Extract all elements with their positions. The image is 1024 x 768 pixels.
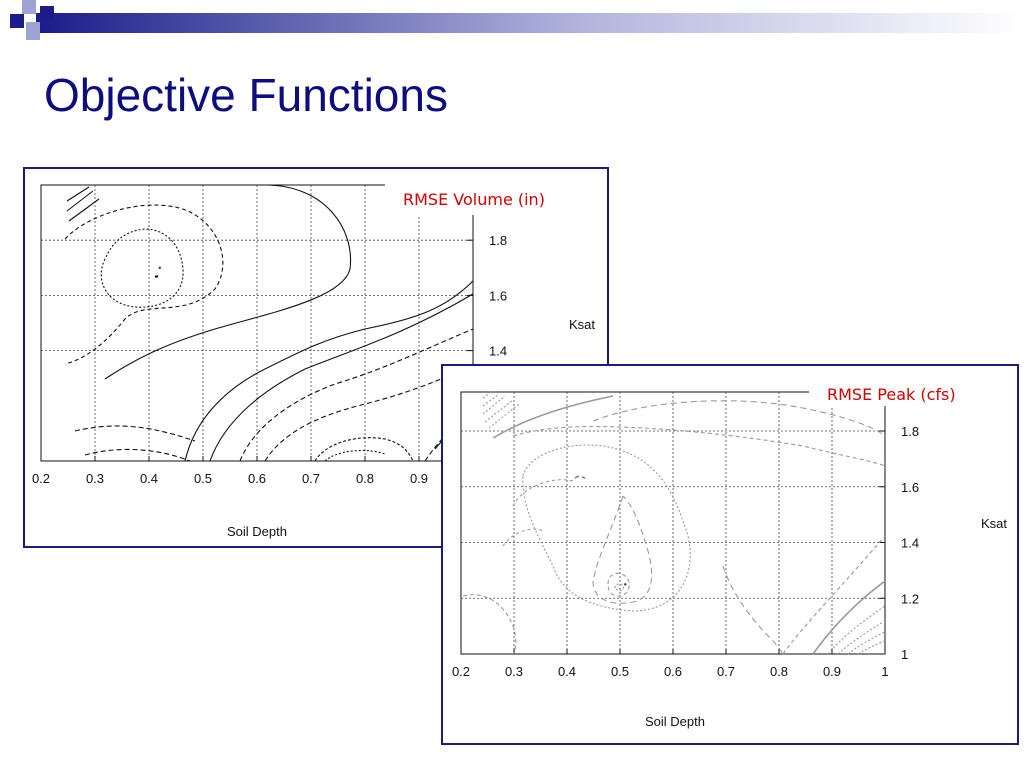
contour-line	[522, 444, 691, 612]
corner-bar	[36, 13, 1024, 33]
y-tick-label: 1.8	[901, 424, 919, 439]
contour-line	[66, 190, 94, 212]
contour-line	[462, 594, 517, 655]
contour-line	[64, 204, 224, 365]
axis-ticks: 0.2 0.3 0.4 0.5 0.6 0.7 0.8 0.9 1.8 1.6 1.4	[32, 233, 507, 486]
slide-title: Objective Functions	[44, 69, 448, 121]
x-tick-label: 0.6	[248, 471, 266, 486]
contour-line	[324, 449, 386, 462]
contour-line	[492, 395, 614, 439]
x-tick-label: 1	[881, 664, 888, 679]
y-tick-label: 1	[901, 647, 908, 662]
y-tick-label: 1.6	[489, 288, 507, 303]
y-axis-label: Ksat	[569, 317, 595, 332]
x-tick-label: 0.4	[140, 471, 158, 486]
corner-square-d	[40, 6, 54, 20]
chart-rmse-peak: 0.2 0.3 0.4 0.5 0.6 0.7 0.8 0.9 11 1.2 1.4 1.6 1.8 R…	[452, 378, 1017, 729]
y-tick-label: 1.8	[489, 233, 507, 248]
corner-square-a	[10, 14, 24, 28]
y-tick-label: 1.2	[901, 591, 919, 606]
x-tick-label: 0.9	[823, 664, 841, 679]
x-tick-label: 0.2	[452, 664, 470, 679]
contour-line	[614, 583, 624, 592]
y-axis-label: Ksat	[981, 516, 1007, 531]
x-tick-label: 0.3	[86, 471, 104, 486]
contour-line	[812, 580, 886, 655]
contour-line	[782, 535, 886, 655]
x-tick-label: 0.9	[410, 471, 428, 486]
contour-line	[74, 425, 196, 442]
min-marker	[158, 266, 161, 269]
corner-decoration	[10, 0, 1024, 40]
x-axis-label: Soil Depth	[227, 524, 287, 539]
contour-line	[209, 293, 474, 462]
chart-title: RMSE Peak (cfs)	[827, 385, 956, 404]
contour-line	[66, 186, 90, 202]
contour-line	[314, 437, 414, 462]
contour-line	[592, 495, 653, 604]
y-tick-label: 1.4	[489, 344, 507, 359]
contour-line	[502, 479, 574, 547]
x-tick-label: 0.6	[664, 664, 682, 679]
plot-title-mask	[385, 179, 607, 215]
contour-line	[827, 605, 886, 655]
chart-rmse-volume: 0.2 0.3 0.4 0.5 0.6 0.7 0.8 0.9 1.8 1.6 1.4 RMSE V…	[32, 179, 607, 539]
x-tick-label: 0.4	[558, 664, 576, 679]
contour-lines	[64, 184, 474, 462]
gridlines	[41, 185, 473, 461]
chart-title: RMSE Volume (in)	[403, 190, 545, 209]
x-tick-label: 0.2	[32, 471, 50, 486]
axis-ticks: 0.2 0.3 0.4 0.5 0.6 0.7 0.8 0.9 11 1.2 1.4 1.6 1.8	[452, 424, 919, 679]
contour-line	[154, 275, 159, 278]
x-tick-label: 0.7	[717, 664, 735, 679]
x-axis-label: Soil Depth	[645, 714, 705, 729]
corner-square-b	[22, 0, 36, 14]
x-tick-label: 0.8	[770, 664, 788, 679]
contour-line	[68, 198, 100, 222]
contour-line	[264, 363, 474, 462]
chart-panel-rmse-volume: 0.2 0.3 0.4 0.5 0.6 0.7 0.8 0.9 1.8 1.6 1.4 RMSE V…	[23, 167, 609, 548]
chart-panel-rmse-peak: 0.2 0.3 0.4 0.5 0.6 0.7 0.8 0.9 1 1 1.2 1.4 1.6 1.8 R…	[441, 364, 1019, 745]
corner-square-c	[26, 22, 40, 40]
contour-line	[592, 400, 886, 437]
contour-line	[100, 228, 184, 308]
contour-line	[184, 280, 474, 462]
contour-line	[574, 475, 586, 479]
x-tick-label: 0.7	[302, 471, 320, 486]
contour-line	[722, 565, 784, 655]
x-tick-label: 0.5	[194, 471, 212, 486]
x-tick-label: 0.5	[611, 664, 629, 679]
contour-line	[482, 391, 520, 429]
contour-lines	[462, 391, 886, 655]
y-tick-label: 1.4	[901, 536, 919, 551]
contour-line	[84, 448, 191, 462]
gridlines	[461, 392, 885, 654]
x-tick-label: 0.3	[505, 664, 523, 679]
contour-line	[104, 184, 352, 380]
y-tick-label: 1.6	[901, 480, 919, 495]
contour-line	[607, 572, 630, 597]
contour-line	[512, 425, 886, 467]
plot-title-mask	[809, 378, 1017, 406]
x-tick-label: 0.8	[356, 471, 374, 486]
min-marker	[624, 583, 627, 586]
